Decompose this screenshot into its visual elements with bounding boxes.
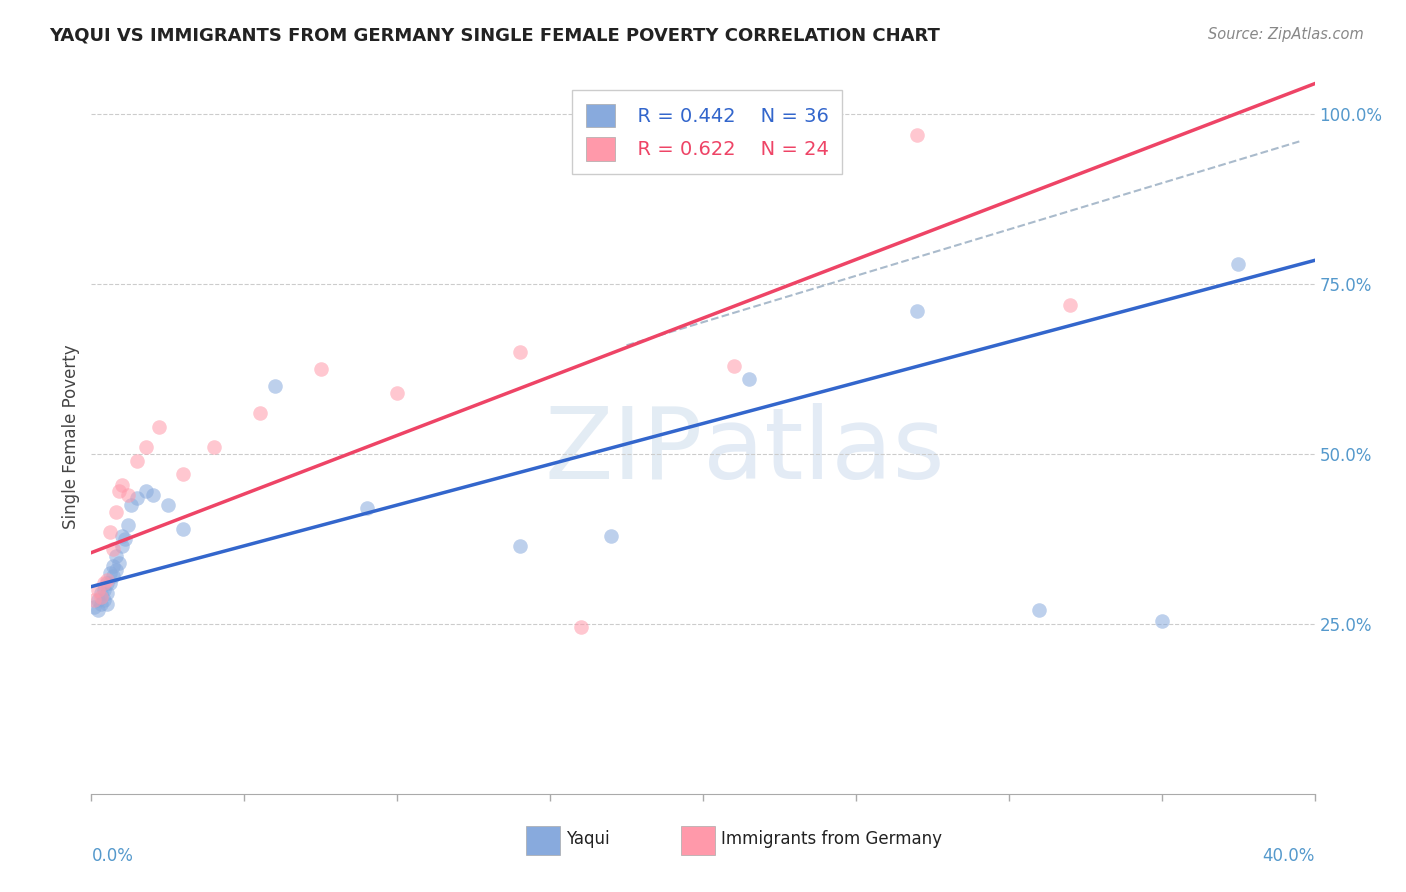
Text: Yaqui: Yaqui <box>567 830 610 847</box>
Point <box>569 620 592 634</box>
Point <box>172 467 194 482</box>
Point <box>101 542 124 557</box>
Point <box>108 556 131 570</box>
Point <box>156 498 179 512</box>
Point <box>83 593 105 607</box>
Point <box>90 586 112 600</box>
Point <box>509 345 531 359</box>
Point <box>111 528 134 542</box>
Point <box>93 576 115 591</box>
Point <box>90 597 112 611</box>
Point <box>141 488 163 502</box>
Point <box>135 440 157 454</box>
Point <box>111 477 134 491</box>
Point <box>148 420 170 434</box>
Point <box>96 586 118 600</box>
Point <box>264 379 287 393</box>
Point <box>101 569 124 583</box>
Point <box>104 549 127 563</box>
Point <box>114 532 136 546</box>
Point <box>98 525 121 540</box>
Point <box>905 304 928 318</box>
Point <box>127 491 149 506</box>
Point <box>127 454 149 468</box>
Text: ZIP: ZIP <box>544 403 703 500</box>
Point <box>356 501 378 516</box>
Point <box>600 528 623 542</box>
Point <box>111 539 134 553</box>
Text: 0.0%: 0.0% <box>91 847 134 865</box>
Point <box>98 576 121 591</box>
Text: Immigrants from Germany: Immigrants from Germany <box>721 830 942 847</box>
Point <box>96 573 118 587</box>
Point <box>1227 257 1250 271</box>
Point <box>135 484 157 499</box>
Point <box>108 484 131 499</box>
Text: YAQUI VS IMMIGRANTS FROM GERMANY SINGLE FEMALE POVERTY CORRELATION CHART: YAQUI VS IMMIGRANTS FROM GERMANY SINGLE … <box>49 27 941 45</box>
Point <box>202 440 225 454</box>
Legend:   R = 0.442    N = 36,   R = 0.622    N = 24: R = 0.442 N = 36, R = 0.622 N = 24 <box>572 90 842 175</box>
FancyBboxPatch shape <box>526 826 560 855</box>
Point <box>172 522 194 536</box>
Point <box>1028 603 1050 617</box>
Point <box>120 498 142 512</box>
Point <box>86 603 108 617</box>
Point <box>86 582 108 597</box>
Text: Source: ZipAtlas.com: Source: ZipAtlas.com <box>1208 27 1364 42</box>
Point <box>86 593 108 607</box>
Point <box>1059 297 1081 311</box>
Point <box>117 488 139 502</box>
Point <box>101 559 124 574</box>
Point <box>249 406 271 420</box>
Point <box>905 128 928 142</box>
FancyBboxPatch shape <box>681 826 716 855</box>
Point <box>90 590 112 604</box>
Point <box>117 518 139 533</box>
Point <box>83 599 105 614</box>
Point <box>104 505 127 519</box>
Point <box>385 385 409 400</box>
Point <box>93 582 115 597</box>
Point <box>738 372 761 386</box>
Text: atlas: atlas <box>703 403 945 500</box>
Point <box>309 362 332 376</box>
Point <box>104 563 127 577</box>
Point <box>98 566 121 580</box>
Point <box>96 597 118 611</box>
Y-axis label: Single Female Poverty: Single Female Poverty <box>62 345 80 529</box>
Point <box>96 576 118 591</box>
Point <box>93 593 115 607</box>
Point <box>1150 614 1173 628</box>
Text: 40.0%: 40.0% <box>1263 847 1315 865</box>
Point <box>723 359 745 373</box>
Point <box>509 539 531 553</box>
